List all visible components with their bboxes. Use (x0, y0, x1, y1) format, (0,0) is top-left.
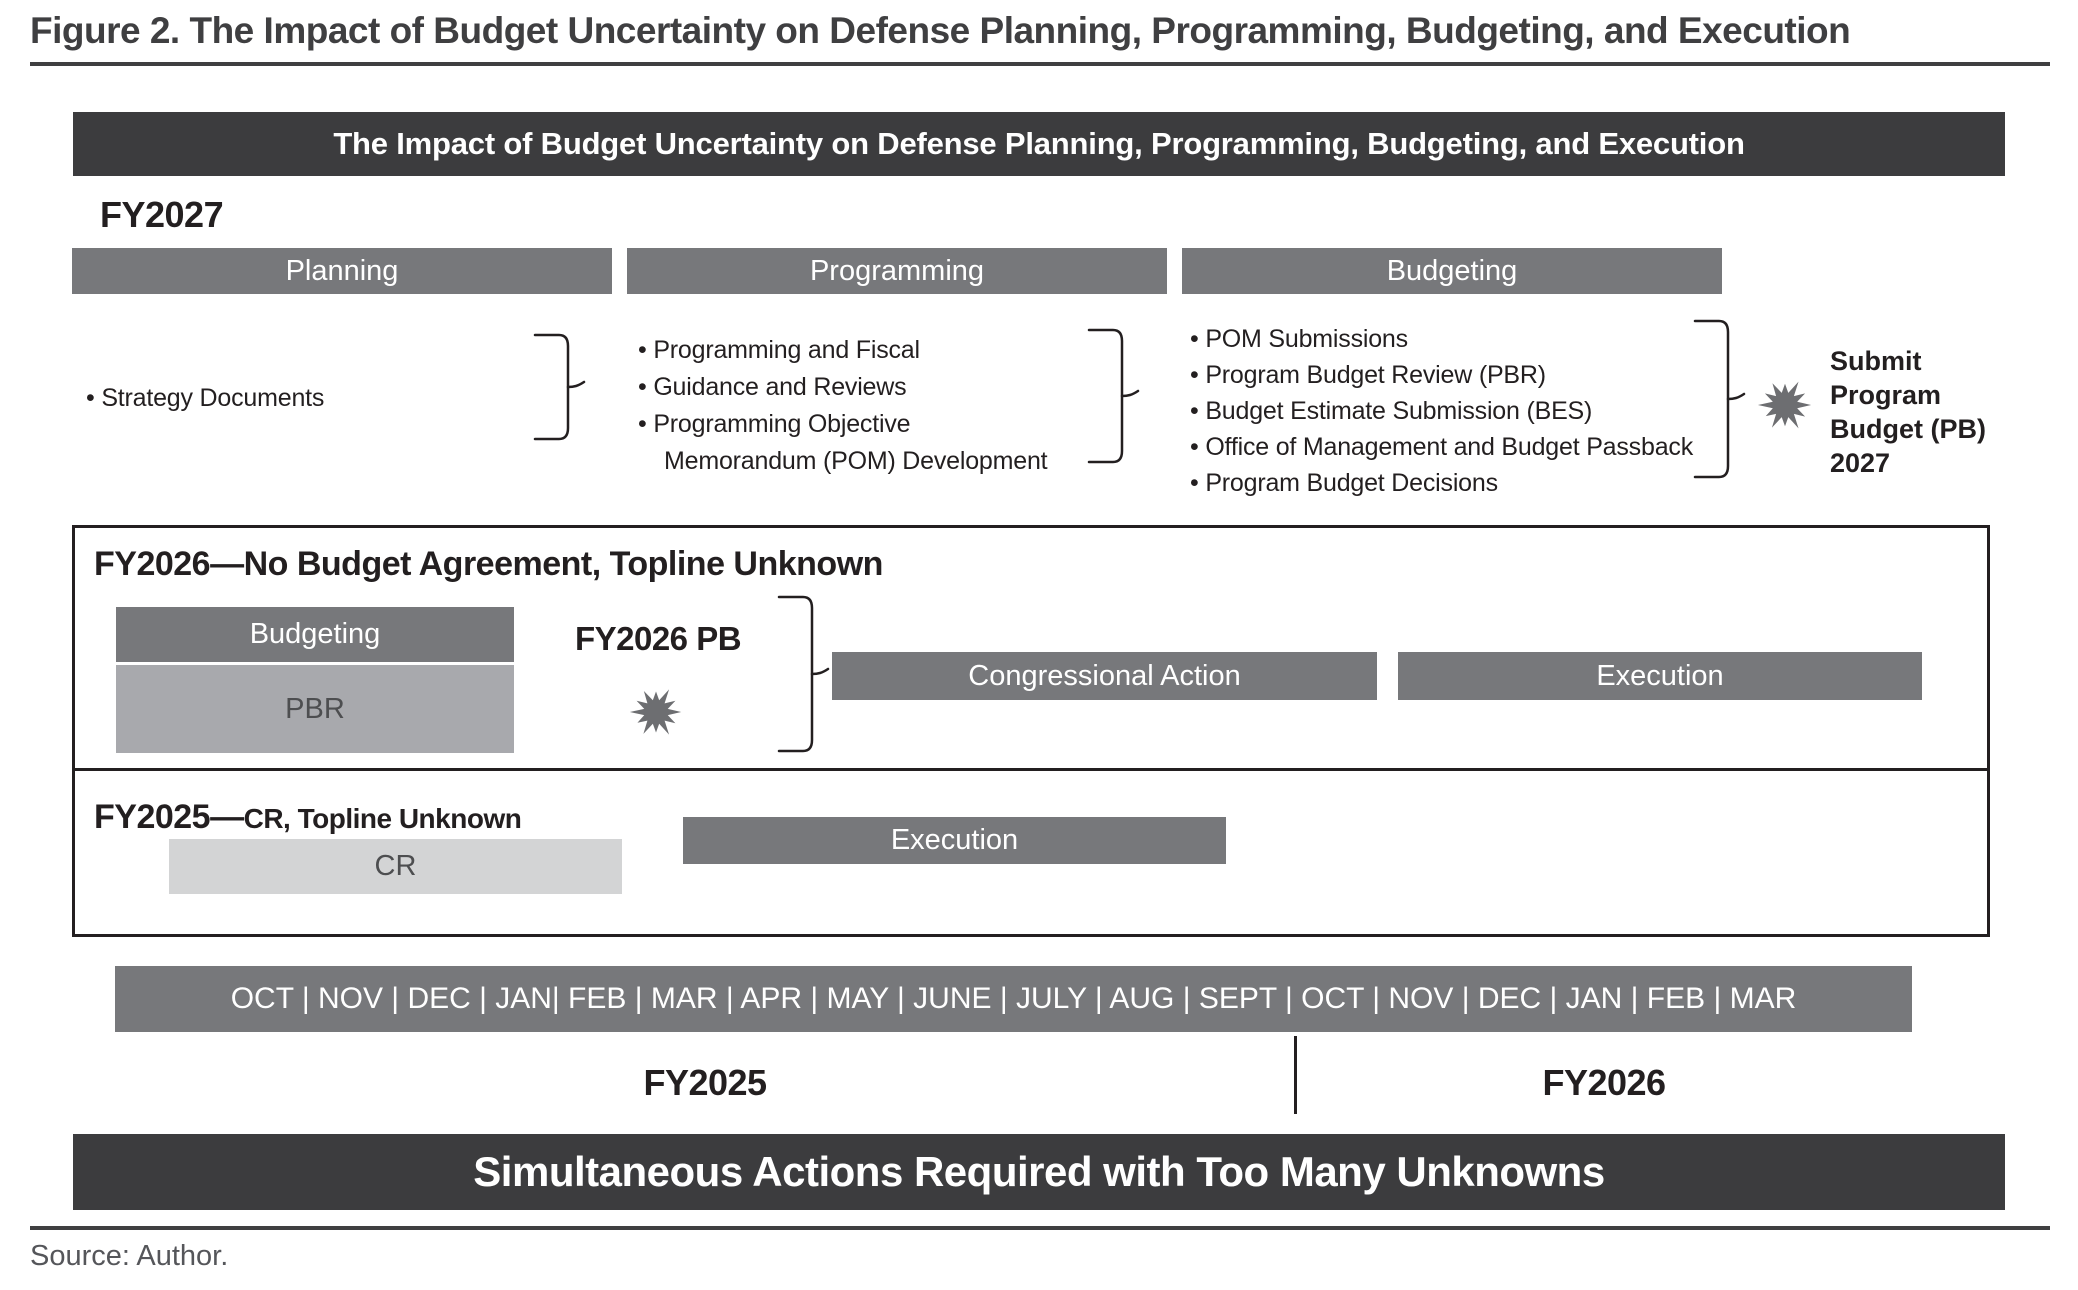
bullet-item: Program Budget Decisions (1190, 465, 1730, 501)
submit-line: 2027 (1830, 448, 1891, 478)
submit-program-budget-label: Submit Program Budget (PB) 2027 (1830, 344, 1986, 480)
fy2025-heading-prefix: FY2025— (94, 798, 244, 836)
footer-banner-title: Simultaneous Actions Required with Too M… (473, 1148, 1605, 1195)
fy2026-execution-bar: Execution (1398, 652, 1922, 700)
box-section-divider (72, 768, 1990, 771)
brace-icon (1693, 319, 1746, 479)
fy2026-congressional-action-bar: Congressional Action (832, 652, 1377, 700)
fy2026-timeline-label: FY2026 (1542, 1062, 1666, 1103)
starburst-icon (629, 689, 682, 735)
main-banner: The Impact of Budget Uncertainty on Defe… (73, 112, 2005, 176)
fy2026-heading: FY2026—No Budget Agreement, Topline Unkn… (94, 545, 883, 583)
bullet-item: Strategy Documents (86, 380, 324, 416)
fy2025-execution-label: Execution (890, 824, 1019, 856)
source-note: Source: Author. (30, 1240, 229, 1272)
fy2027-label: FY2027 (100, 194, 224, 235)
main-banner-title: The Impact of Budget Uncertainty on Defe… (333, 126, 1745, 161)
bullet-item: POM Submissions (1190, 321, 1730, 357)
fy2025-execution-bar: Execution (683, 817, 1226, 864)
budgeting-phase-label: Budgeting (1386, 254, 1518, 287)
fy2025-cr-label: CR (374, 850, 417, 882)
fy2025-cr-bar: CR (169, 839, 622, 894)
starburst-icon (1757, 381, 1812, 429)
fy2026-pbr-label: PBR (285, 692, 345, 725)
submit-line: Program (1830, 380, 1942, 410)
bullet-item: Programming Objective Memorandum (POM) D… (638, 406, 1058, 480)
bullet-item: Program Budget Review (PBR) (1190, 357, 1730, 393)
top-divider (30, 62, 2050, 66)
submit-line: Submit (1830, 346, 1922, 376)
fy2025-heading-rest: CR, Topline Unknown (243, 803, 522, 834)
fy2026-budgeting-bar: Budgeting (116, 607, 514, 662)
fy2026-execution-label: Execution (1596, 659, 1724, 692)
bottom-divider (30, 1226, 2050, 1230)
month-timeline-labels: OCT | NOV | DEC | JAN| FEB | MAR | APR |… (230, 982, 1797, 1015)
bullet-item: Office of Management and Budget Passback (1190, 429, 1730, 465)
brace-icon (1087, 328, 1140, 464)
budgeting-bullet-list: POM Submissions Program Budget Review (P… (1190, 321, 1730, 501)
fy2026-budgeting-label: Budgeting (249, 618, 381, 650)
congressional-action-label: Congressional Action (968, 659, 1241, 692)
planning-phase-label: Planning (285, 254, 399, 287)
programming-phase-label: Programming (809, 254, 985, 287)
fy2025-timeline-label: FY2025 (643, 1062, 767, 1103)
fy2026-pbr-bar: PBR (116, 665, 514, 753)
brace-icon (777, 595, 830, 753)
fy2026-pb-label: FY2026 PB (574, 620, 742, 657)
fy2025-heading: FY2025—CR, Topline Unknown (94, 798, 522, 837)
fy2026-fy2025-box (72, 525, 1990, 937)
bullet-item: Guidance and Reviews (638, 369, 1058, 406)
bullet-item: Programming and Fiscal (638, 332, 1058, 369)
footer-banner: Simultaneous Actions Required with Too M… (73, 1134, 2005, 1210)
planning-bullet-list: Strategy Documents (86, 380, 324, 416)
planning-phase-bar: Planning (72, 248, 612, 294)
figure-title: Figure 2. The Impact of Budget Uncertain… (30, 10, 1851, 51)
month-timeline-bar: OCT | NOV | DEC | JAN| FEB | MAR | APR |… (115, 966, 1912, 1032)
fiscal-year-divider (1294, 1036, 1297, 1114)
budgeting-phase-bar: Budgeting (1182, 248, 1722, 294)
submit-line: Budget (PB) (1830, 414, 1986, 444)
programming-phase-bar: Programming (627, 248, 1167, 294)
bullet-item: Budget Estimate Submission (BES) (1190, 393, 1730, 429)
programming-bullet-list: Programming and Fiscal Guidance and Revi… (638, 332, 1058, 480)
brace-icon (533, 333, 586, 441)
